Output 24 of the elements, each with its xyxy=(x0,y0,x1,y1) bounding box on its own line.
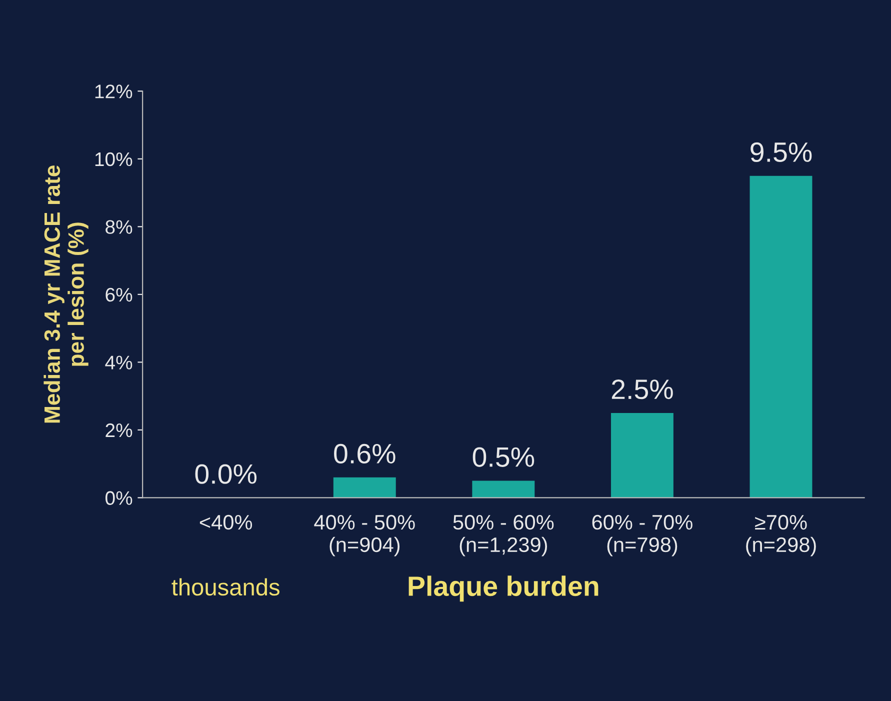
bar xyxy=(610,413,674,498)
y-tick-label: 8% xyxy=(106,220,132,234)
x-tick-label: 40% - 50% (n=904) xyxy=(314,514,415,556)
y-tick-label: 10% xyxy=(95,152,132,166)
bar xyxy=(750,176,812,498)
data-label: 9.5% xyxy=(750,142,812,162)
y-tick-label: 12% xyxy=(95,84,132,98)
x-tick-label: <40% xyxy=(200,514,252,530)
x-tick-label: ≥70% (n=298) xyxy=(746,514,816,556)
text: thousands xyxy=(172,578,280,596)
y-tick-label: 2% xyxy=(106,423,132,438)
y-axis-title: Median 3.4 yr MACE rate per lesion (%) xyxy=(44,166,88,423)
x-tick-label: 60% - 70% (n=798) xyxy=(592,514,692,556)
x-axis-title: Plaque burden xyxy=(408,576,598,602)
data-label: 0.6% xyxy=(334,444,396,464)
bar xyxy=(472,480,535,498)
y-tick-label: 0% xyxy=(105,491,132,505)
data-label: 0.0% xyxy=(195,464,257,484)
y-tick-label: 4% xyxy=(105,356,132,370)
bar xyxy=(333,477,396,498)
x-tick-label: 50% - 60% (n=1,239) xyxy=(453,514,554,556)
data-label: 0.5% xyxy=(472,447,534,467)
data-label: 2.5% xyxy=(612,380,673,400)
y-tick-label: 6% xyxy=(106,288,132,302)
